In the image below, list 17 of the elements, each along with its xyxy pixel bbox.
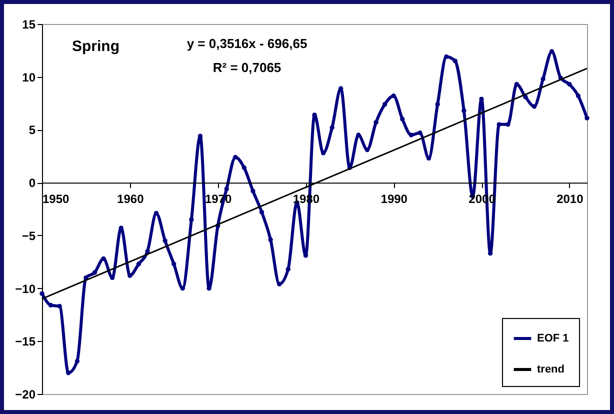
y-tick-label: −10 — [15, 282, 36, 296]
x-tick-label: 1950 — [42, 192, 70, 206]
legend-label: EOF 1 — [537, 332, 569, 344]
y-tick-label: 0 — [28, 176, 36, 190]
y-tick-label: 5 — [28, 123, 36, 138]
y-tick-label: −15 — [15, 334, 36, 349]
y-tick-label: −20 — [15, 388, 36, 402]
x-tick-label: 1990 — [380, 192, 408, 206]
annotation: y = 0,3516x - 696,65 — [186, 36, 308, 51]
y-tick-label: 15 — [22, 18, 36, 32]
legend-label: trend — [537, 364, 564, 376]
x-tick-label: 2010 — [556, 192, 584, 206]
y-tick-label: −5 — [22, 228, 36, 243]
annotation: R² = 0,7065 — [212, 60, 282, 75]
y-tick-label: 10 — [22, 70, 36, 84]
x-tick-label: 1960 — [117, 192, 144, 206]
text: Spring — [72, 38, 120, 55]
